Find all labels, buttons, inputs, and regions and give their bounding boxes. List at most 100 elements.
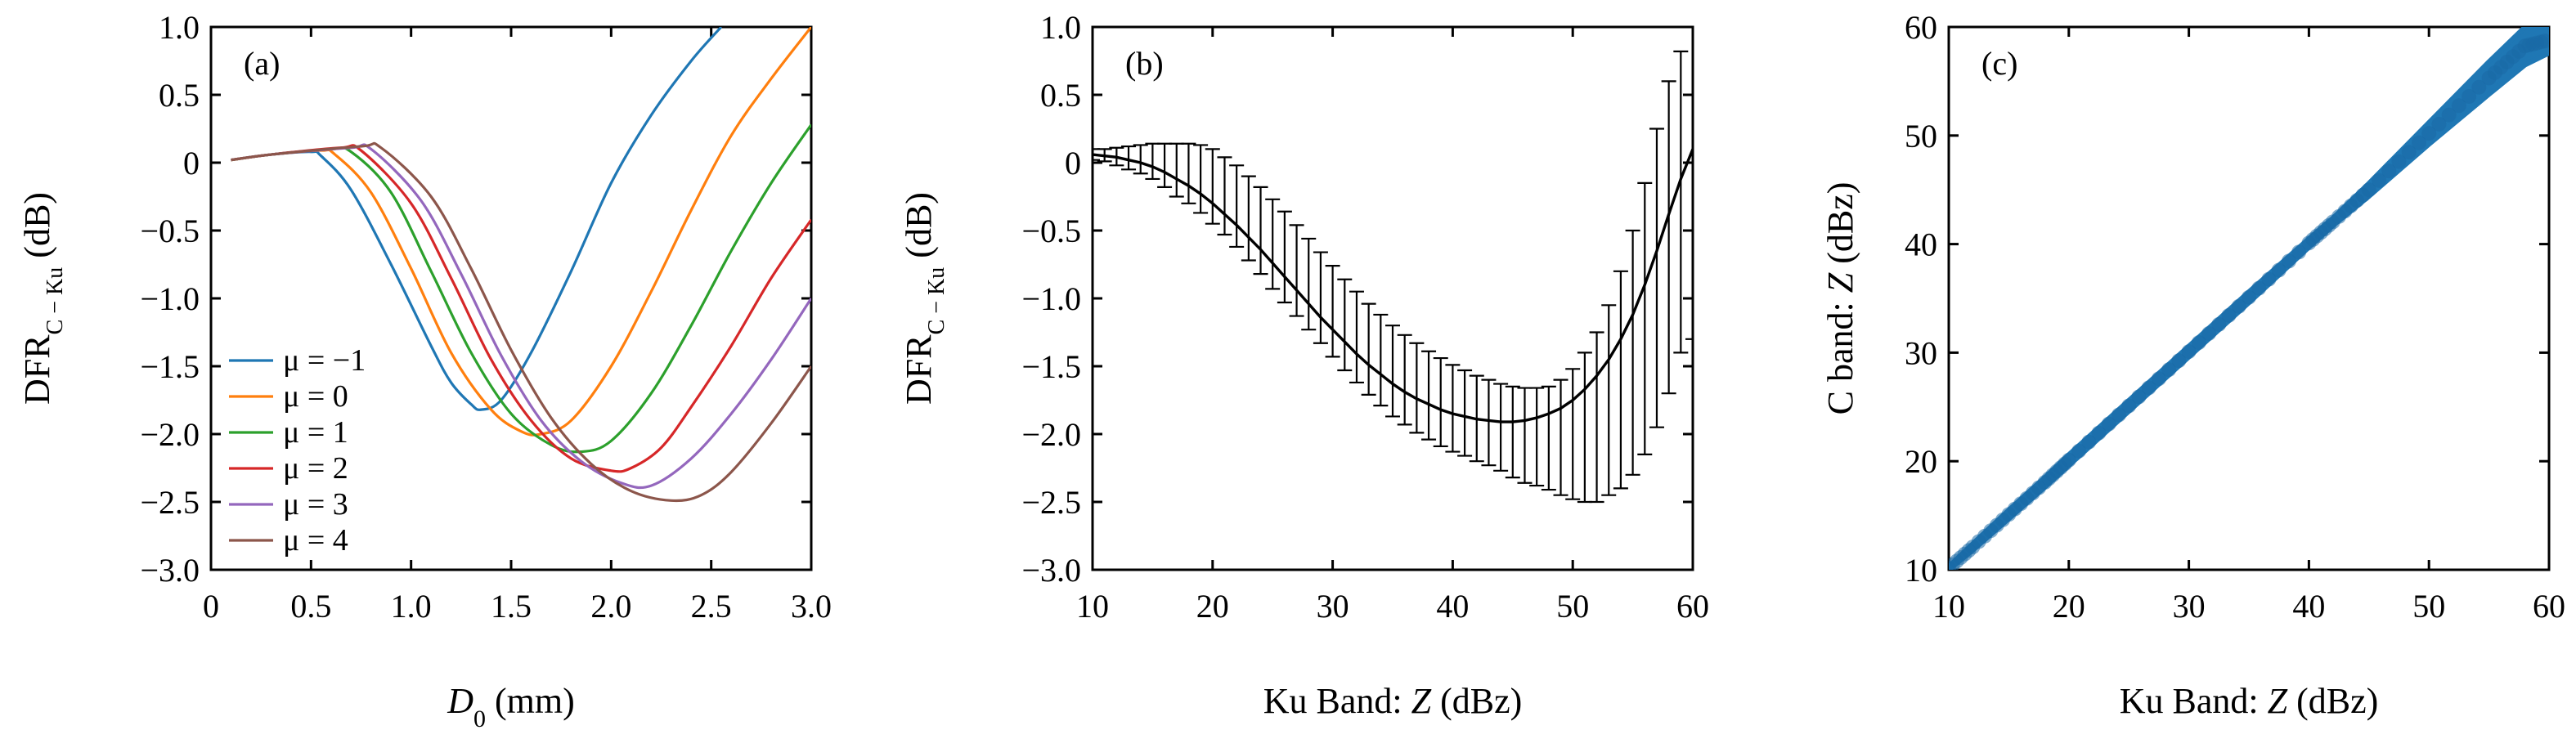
scatter-point	[2441, 107, 2457, 123]
scatter-point	[2451, 98, 2466, 114]
y-tick-label: −1.0	[140, 280, 200, 317]
series-line-1	[231, 27, 811, 437]
y-axis-label: C band: Z (dBz)	[1820, 182, 1860, 415]
series-line-0	[231, 27, 723, 411]
x-axis-label: Ku Band: Z (dBz)	[2120, 681, 2379, 721]
x-tick-label: 30	[2173, 588, 2206, 625]
x-tick-label: 30	[1317, 588, 1349, 625]
x-tick-label: 1.5	[491, 588, 532, 625]
scatter-point	[2251, 280, 2267, 296]
scatter-point	[2231, 298, 2246, 314]
scatter-point	[2361, 182, 2376, 198]
x-tick-label: 50	[1556, 588, 1589, 625]
scatter-point	[2372, 172, 2387, 188]
panel-c: 10 20 30 40 50 60 10 20 30 40 50 60 (c) Ku Band: Z (d…	[1820, 9, 2565, 721]
y-tick-label: −0.5	[140, 213, 200, 249]
scatter-point	[2071, 443, 2087, 459]
x-tick-label: 0.5	[290, 588, 331, 625]
scatter-point	[2401, 145, 2417, 160]
panel-label: (c)	[1981, 45, 2017, 82]
y-tick-label: 1.0	[1040, 9, 1081, 46]
scatter-point	[2161, 362, 2177, 378]
plot-frame	[1947, 25, 2551, 571]
y-tick-label: −2.5	[1021, 484, 1081, 521]
legend-entry: μ = 0	[283, 379, 348, 414]
scatter-point	[2538, 34, 2549, 49]
scatter-point	[2291, 244, 2307, 260]
x-tick-label: 20	[2053, 588, 2085, 625]
scatter-point	[2221, 307, 2237, 323]
scatter-point	[2211, 316, 2227, 332]
legend-entry: μ = 4	[283, 523, 348, 558]
x-tick-label: 60	[1676, 588, 1709, 625]
panel-label: (a)	[244, 45, 280, 82]
legend-entry: μ = 1	[283, 415, 348, 450]
scatter-point	[2171, 353, 2187, 369]
scatter-point	[2261, 271, 2277, 287]
x-tick-label: 10	[1076, 588, 1109, 625]
legend-entry: μ = 2	[283, 451, 348, 486]
y-tick-label: 50	[1905, 118, 1937, 155]
scatter-point	[2242, 289, 2256, 305]
scatter-point	[2141, 380, 2156, 396]
scatter-point	[2101, 416, 2116, 432]
y-tick-label: −3.0	[1021, 552, 1081, 589]
series-line-5	[231, 141, 811, 503]
x-tick-label: 2.5	[691, 588, 732, 625]
scatter-point	[2061, 452, 2076, 468]
y-tick-label: 20	[1905, 443, 1937, 480]
scatter-point	[2431, 116, 2447, 132]
scatter-point	[2121, 398, 2137, 414]
y-tick-label: −1.5	[1021, 348, 1081, 385]
scatter-point	[2471, 79, 2487, 95]
mean-line	[1093, 148, 1693, 423]
scatter-point	[2421, 126, 2437, 141]
x-tick-label: 10	[1932, 588, 1965, 625]
y-tick-label: 0.5	[1040, 77, 1081, 114]
scatter-point	[2111, 407, 2126, 423]
y-axis-label: DFRC − Ku (dB)	[17, 192, 68, 405]
scatter-point	[2271, 262, 2287, 278]
panel-a: 0 0.5 1.0 1.5 2.0 2.5 3.0 1.0 0.5 0 −0.5 −1.0 −1.5 −2…	[17, 9, 832, 730]
x-tick-label: 3.0	[791, 588, 832, 625]
scatter-point	[2081, 434, 2097, 450]
y-tick-label: −2.0	[140, 416, 200, 453]
x-tick-label: 40	[1436, 588, 1469, 625]
y-axis-label: DFRC − Ku (dB)	[899, 192, 949, 405]
panel-b: 10 20 30 40 50 60 1.0 0.5 0 −0.5 −1.0 −1.5 −2.0 −2.5 −…	[899, 9, 1709, 721]
scatter-point	[2281, 253, 2296, 269]
y-tick-label: 40	[1905, 226, 1937, 263]
x-tick-label: 1.0	[391, 588, 432, 625]
scatter-point	[2191, 335, 2206, 351]
scatter-point	[2181, 344, 2197, 360]
scatter-point	[2391, 154, 2407, 169]
x-tick-label: 60	[2533, 588, 2565, 625]
y-tick-label: −2.5	[140, 484, 200, 521]
y-tick-label: 0	[183, 145, 200, 181]
scatter-point	[2381, 163, 2397, 179]
y-tick-label: −0.5	[1021, 213, 1081, 249]
x-tick-label: 40	[2292, 588, 2325, 625]
series-line-3	[231, 144, 811, 473]
x-tick-label: 20	[1196, 588, 1229, 625]
y-tick-label: −1.0	[1021, 280, 1081, 317]
legend-entry: μ = 3	[283, 487, 348, 522]
scatter-point	[2131, 389, 2147, 405]
panel-label: (b)	[1125, 45, 1164, 82]
y-tick-label: 10	[1905, 552, 1937, 589]
y-tick-label: 0.5	[159, 77, 200, 114]
scatter-point	[2201, 325, 2217, 341]
scatter-point	[2462, 88, 2477, 104]
scatter-point	[2151, 371, 2166, 387]
legend-entry: μ = −1	[283, 343, 366, 378]
y-tick-label: −2.0	[1021, 416, 1081, 453]
y-tick-label: 0	[1065, 145, 1081, 181]
scatter-point	[2411, 135, 2426, 150]
x-tick-label: 50	[2412, 588, 2445, 625]
plot-frame	[1091, 25, 1694, 571]
x-axis-label: D0 (mm)	[447, 681, 575, 730]
y-tick-label: −1.5	[140, 348, 200, 385]
y-tick-label: 30	[1905, 334, 1937, 371]
x-tick-label: 2.0	[590, 588, 631, 625]
